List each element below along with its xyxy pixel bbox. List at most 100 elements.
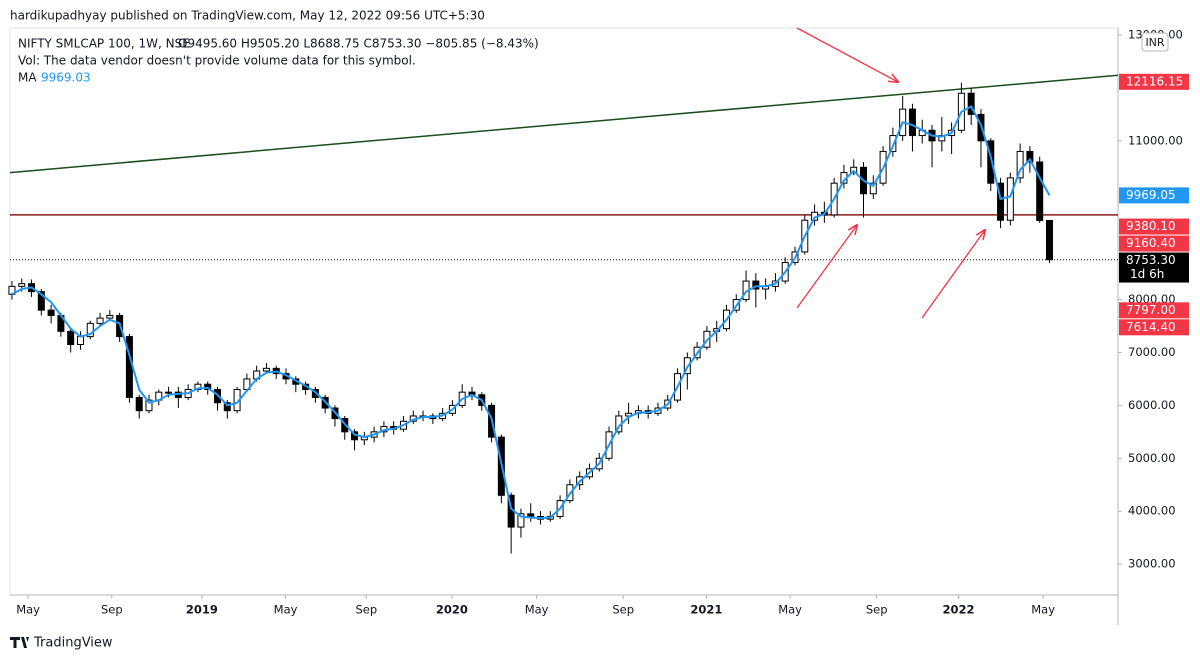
candle-body [1016, 150, 1024, 179]
candle-body [67, 330, 75, 346]
candle [752, 273, 760, 308]
candle-body [889, 135, 897, 152]
price-label-box [1119, 73, 1189, 90]
x-tick-label: 2022 [942, 603, 974, 617]
price-label: 9380.10 [1126, 219, 1176, 233]
x-tick-label: Sep [355, 603, 377, 617]
x-tick-label: Sep [612, 603, 634, 617]
legend-ohlc: O9495.60 H9505.20 L8688.75 C8753.30 −805… [178, 37, 539, 51]
candle [96, 312, 104, 327]
x-tick-label: Sep [866, 603, 888, 617]
legend-ma-value: 9969.03 [41, 71, 91, 85]
price-label-box [1119, 218, 1189, 235]
candle [8, 281, 16, 300]
legend: NIFTY SMLCAP 100, 1W, NSE O9495.60 H9505… [18, 37, 539, 85]
x-tick-label: May [274, 603, 298, 617]
candle-body [967, 92, 975, 115]
candle-body [165, 391, 173, 394]
candle [125, 333, 133, 403]
candle-body [1026, 150, 1034, 163]
x-tick-label: 2020 [436, 603, 468, 617]
published-line: hardikupadhyay published on TradingView.… [10, 9, 485, 23]
price-label-box [1119, 235, 1189, 252]
price-label-box [1119, 187, 1189, 204]
y-tick-label: 7000.00 [1128, 345, 1176, 359]
candle-body [145, 399, 153, 412]
candle-body [527, 513, 535, 517]
trend-line [9, 74, 1119, 174]
arrow [796, 27, 898, 82]
candle [527, 503, 535, 522]
price-label-box [1119, 252, 1189, 283]
candle [889, 127, 897, 157]
x-tick-label: May [16, 603, 40, 617]
y-tick-label: 11000.00 [1128, 133, 1183, 147]
x-tick-label: May [525, 603, 549, 617]
time-axis: May Sep 2019 May Sep 2020 May Sep 2021 May Sep 2022… [16, 595, 1055, 617]
y-tick-label: 3000.00 [1128, 557, 1176, 571]
candle-body [1045, 219, 1053, 261]
arrow [796, 225, 857, 309]
candle-body [1006, 177, 1014, 221]
footer-logo: TradingView [10, 636, 113, 651]
candle-body [8, 285, 16, 295]
y-tick-label: 6000.00 [1128, 398, 1176, 412]
arrows [796, 27, 985, 319]
candle-body [752, 280, 760, 290]
candle-body [47, 309, 55, 316]
price-label: 7797.00 [1126, 303, 1176, 317]
candle-body [869, 182, 877, 195]
legend-volume: Vol: The data vendor doesn't provide vol… [18, 54, 416, 68]
legend-ma-name: MA [18, 71, 37, 85]
currency-badge[interactable] [1141, 32, 1169, 52]
price-label-box [1119, 302, 1189, 319]
candle-body [1036, 161, 1044, 221]
x-tick-label: May [778, 603, 802, 617]
candle [1006, 172, 1014, 226]
candle-body [18, 283, 26, 287]
footer-brand: TradingView [33, 636, 113, 651]
price-label: 9160.40 [1126, 236, 1176, 250]
y-tick-label: 5000.00 [1128, 451, 1176, 465]
candle [987, 138, 995, 192]
candle-body [517, 513, 525, 528]
candle [517, 508, 525, 538]
candle-body [223, 402, 231, 412]
candle-body [987, 140, 995, 184]
arrow [921, 230, 985, 319]
candle-body [37, 291, 45, 311]
candle-body [135, 396, 143, 412]
x-tick-label: May [1031, 603, 1055, 617]
currency[interactable]: INR [1145, 36, 1164, 49]
logo-icon [10, 637, 29, 648]
x-tick-label: Sep [101, 603, 123, 617]
candle [869, 175, 877, 200]
candle-body [96, 317, 104, 324]
ma-line [11, 105, 1051, 520]
plot [8, 74, 1119, 554]
candle [908, 103, 916, 152]
candle [997, 177, 1005, 229]
price-sublabel: 1d 6h [1130, 267, 1164, 281]
candle [1045, 219, 1053, 264]
candle [67, 328, 75, 353]
price-label: 9969.05 [1126, 188, 1176, 202]
candle [47, 304, 55, 324]
candle [1036, 156, 1044, 223]
candle [135, 394, 143, 419]
x-tick-label: 2019 [186, 603, 218, 617]
candle-body [908, 108, 916, 137]
price-label-box [1119, 319, 1189, 336]
price-label: 8753.30 [1126, 253, 1176, 267]
y-tick-label: 4000.00 [1128, 504, 1176, 518]
candle-body [997, 182, 1005, 221]
candle [145, 394, 153, 414]
candle-body [86, 322, 94, 338]
x-tick-label: 2021 [690, 603, 722, 617]
price-label: 12116.15 [1126, 74, 1183, 88]
candle-body [262, 367, 270, 372]
candle-body [76, 336, 84, 346]
legend-symbol: NIFTY SMLCAP 100, 1W, NSE [18, 37, 190, 51]
